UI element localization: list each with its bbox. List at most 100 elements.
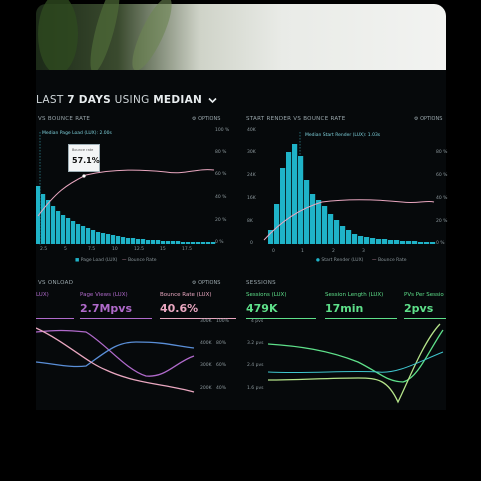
y-tick-left: 0 bbox=[250, 241, 253, 246]
bars-left bbox=[36, 186, 216, 244]
histogram-bar bbox=[394, 240, 400, 244]
y-tick-right: 60 % bbox=[215, 172, 227, 177]
histogram-bar bbox=[298, 156, 304, 244]
underline bbox=[246, 318, 316, 319]
pvs-line bbox=[268, 351, 444, 374]
histogram-bar bbox=[71, 221, 76, 244]
session-length-line bbox=[268, 323, 441, 404]
title-mid: USING bbox=[110, 94, 154, 106]
histogram-bar bbox=[151, 240, 156, 244]
histogram-bar bbox=[141, 239, 146, 244]
histogram-bar bbox=[310, 194, 316, 244]
y-tick-right: 20 % bbox=[436, 219, 448, 224]
underline bbox=[36, 318, 74, 319]
histogram-page-load bbox=[36, 132, 216, 245]
histogram-bar bbox=[358, 236, 364, 244]
tooltip-label: Bounce rate bbox=[72, 148, 94, 152]
y-tick: 200K bbox=[200, 386, 212, 391]
legend-item: — Bounce Rate bbox=[372, 258, 407, 263]
legend-label: Bounce Rate bbox=[377, 258, 407, 263]
y-tick: 400K bbox=[200, 341, 212, 346]
panel-heading-left: VS BOUNCE RATE bbox=[38, 116, 91, 122]
histogram-bar bbox=[191, 242, 196, 244]
legend-label: Page Load (LUX) bbox=[80, 258, 118, 263]
legend-item: ■ Page Load (LUX) bbox=[75, 258, 118, 263]
options-button-bottom[interactable]: ⚙ OPTIONS bbox=[192, 280, 221, 286]
metric-label: Page Views (LUX) bbox=[80, 292, 128, 298]
options-button-right[interactable]: ⚙ OPTIONS bbox=[414, 116, 443, 122]
y-tick-right: 60% bbox=[216, 363, 227, 368]
histogram-bar bbox=[116, 236, 121, 244]
options-label: OPTIONS bbox=[420, 116, 443, 122]
histogram-bar bbox=[304, 180, 310, 244]
title-prefix: LAST bbox=[36, 94, 68, 106]
histogram-bar bbox=[131, 238, 136, 244]
options-label: OPTIONS bbox=[198, 280, 221, 286]
options-label: OPTIONS bbox=[198, 116, 221, 122]
underline bbox=[160, 318, 236, 319]
histogram-bar bbox=[46, 200, 51, 244]
histogram-bar bbox=[196, 242, 201, 244]
histogram-bar bbox=[364, 237, 370, 244]
histogram-bar bbox=[96, 232, 101, 244]
histogram-bar bbox=[156, 240, 161, 244]
y-tick: 4 pvs bbox=[251, 319, 264, 324]
y-tick-right: 0 % bbox=[436, 241, 445, 246]
background-plant-blur bbox=[36, 0, 446, 75]
leaf-shape bbox=[84, 0, 126, 75]
tooltip: Bounce rate 57.1% bbox=[68, 144, 100, 172]
leaf-shape bbox=[125, 0, 179, 75]
y-tick-left: 16K bbox=[247, 196, 256, 201]
x-tick: 7.5 bbox=[88, 247, 96, 252]
y-tick: 2.4 pvs bbox=[247, 363, 264, 368]
bounce-rate-line bbox=[263, 199, 435, 241]
y-tick-left: 8K bbox=[247, 219, 253, 224]
page-title[interactable]: LAST 7 DAYS USING MEDIAN bbox=[36, 94, 217, 106]
histogram-bar bbox=[211, 242, 216, 244]
y-tick-right: 100 % bbox=[215, 128, 230, 133]
y-tick: 300K bbox=[200, 319, 212, 324]
histogram-bar bbox=[66, 218, 71, 244]
legend-item: — Bounce Rate bbox=[122, 258, 157, 263]
y-tick-right: 40% bbox=[216, 386, 227, 391]
metric-label: PVs Per Sessio bbox=[404, 292, 444, 298]
histogram-bar bbox=[101, 233, 106, 244]
y-tick-right: 20 % bbox=[215, 218, 227, 223]
histogram-bar bbox=[376, 239, 382, 244]
onload-line bbox=[36, 341, 195, 368]
histogram-bar bbox=[106, 234, 111, 244]
histogram-bar bbox=[268, 230, 274, 244]
metric-label: LUX) bbox=[36, 292, 49, 298]
y-tick: 300K bbox=[200, 363, 212, 368]
metric-value: 479K bbox=[246, 302, 278, 315]
metric-label: Sessions (LUX) bbox=[246, 292, 287, 298]
bounce-rate-line bbox=[37, 169, 215, 217]
x-tick: 1 bbox=[301, 249, 304, 254]
title-range: 7 DAYS bbox=[67, 94, 111, 106]
histogram-bar bbox=[274, 204, 280, 244]
sessions-line-chart bbox=[268, 323, 444, 404]
histogram-bar bbox=[340, 226, 346, 244]
legend-top-left: Median Page Load (LUX): 2.00s bbox=[42, 131, 112, 136]
y-tick-right: 40 % bbox=[215, 195, 227, 200]
metric-value: 2pvs bbox=[404, 302, 434, 315]
x-tick: 12.5 bbox=[134, 247, 145, 252]
options-button-left[interactable]: ⚙ OPTIONS bbox=[192, 116, 221, 122]
bounce-line bbox=[36, 327, 195, 393]
metric-value: 2.7Mpvs bbox=[80, 302, 133, 315]
histogram-bar bbox=[412, 241, 418, 244]
metric-label: Bounce Rate (LUX) bbox=[160, 292, 212, 298]
histogram-bar bbox=[400, 241, 406, 244]
y-tick-right: 80 % bbox=[436, 150, 448, 155]
histogram-bar bbox=[322, 206, 328, 244]
tooltip-value: 57.1% bbox=[72, 156, 100, 165]
underline bbox=[325, 318, 397, 319]
histogram-bar bbox=[346, 230, 352, 244]
histogram-bar bbox=[280, 168, 286, 244]
histogram-bar bbox=[146, 240, 151, 244]
histogram-bar bbox=[424, 242, 430, 244]
histogram-bar bbox=[41, 194, 46, 244]
metric-value: 17min bbox=[325, 302, 364, 315]
x-tick: 17.5 bbox=[182, 247, 193, 252]
